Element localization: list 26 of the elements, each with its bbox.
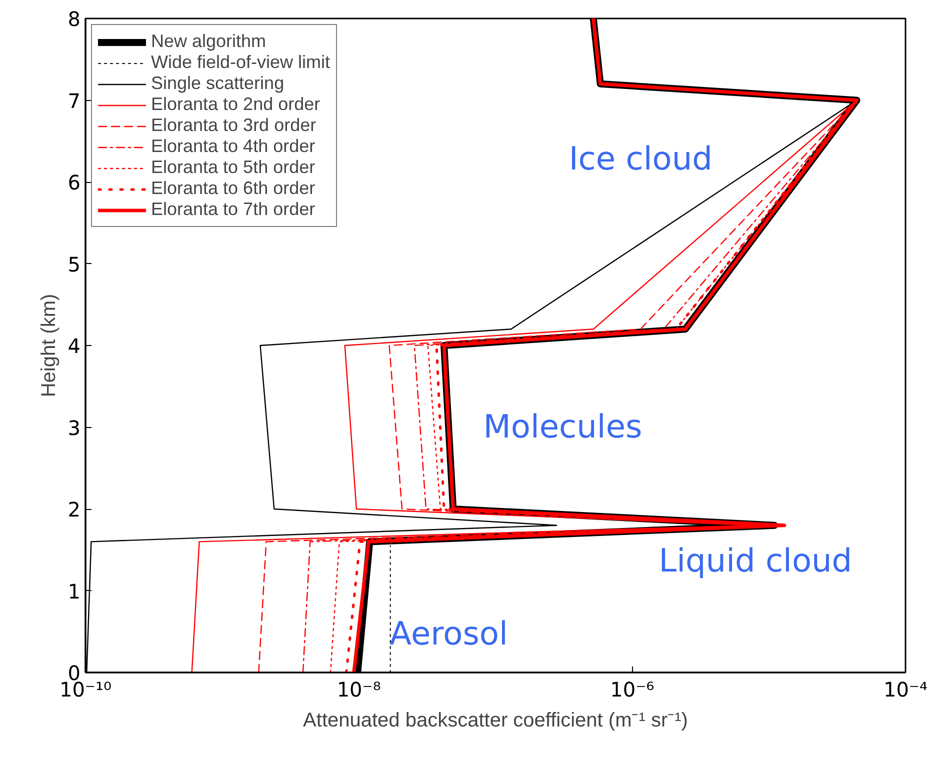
annotation: Ice cloud [568,139,712,178]
legend-label: Eloranta to 4th order [151,136,316,157]
annotation: Molecules [483,408,642,446]
x-tick-label: 10⁻⁸ [336,678,381,702]
legend-label: Eloranta to 6th order [151,178,316,199]
y-tick-label: 6 [68,170,81,194]
y-tick-label: 7 [68,88,81,113]
y-tick-label: 2 [68,498,81,522]
legend-label: New algorithm [151,31,266,52]
legend-label: Eloranta to 2nd order [151,94,320,115]
legend-label: Eloranta to 3rd order [151,115,316,136]
y-tick-label: 8 [68,7,81,31]
y-tick-label: 4 [68,334,81,358]
x-axis-title: Attenuated backscatter coefficient (m⁻¹ sr⁻¹) [303,710,688,732]
legend-label: Eloranta to 7th order [151,199,316,220]
x-tick-label: 10⁻⁶ [610,678,654,702]
x-tick-label: 10⁻⁴ [883,678,928,702]
y-axis-title: Height (km) [38,294,60,398]
legend-label: Wide field-of-view limit [151,52,330,73]
y-tick-label: 3 [68,416,81,440]
y-tick-label: 1 [68,579,81,604]
legend-label: Eloranta to 5th order [151,157,316,178]
annotation: Aerosol [390,614,508,652]
annotation: Liquid cloud [658,542,852,580]
y-tick-label: 5 [68,252,81,276]
legend-label: Single scattering [151,73,284,94]
